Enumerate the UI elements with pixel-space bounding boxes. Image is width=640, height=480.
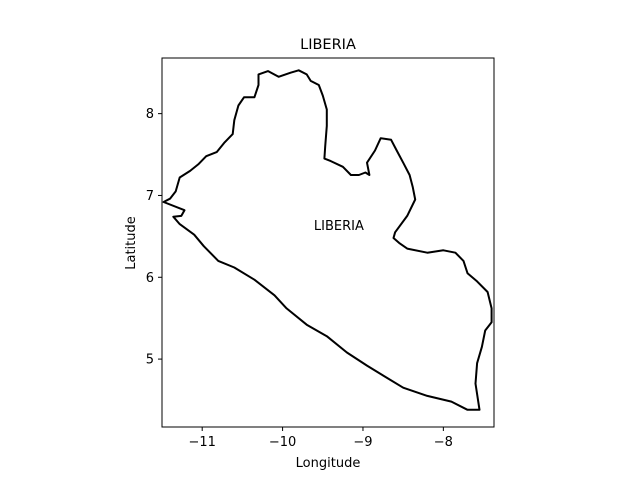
y-axis: 5 6 7 8 [146,107,162,368]
x-axis: −11 −10 −9 −8 [188,427,453,450]
y-axis-label: Latitude [124,216,139,270]
x-tick-label: −8 [434,435,453,450]
y-tick-label: 7 [146,189,154,204]
x-tick-label: −10 [269,435,296,450]
x-tick-label: −9 [353,435,372,450]
country-border [162,69,493,411]
x-tick-label: −11 [188,435,215,450]
x-axis-label: Longitude [296,456,361,471]
y-tick-label: 8 [146,107,154,122]
y-tick-label: 5 [146,353,154,368]
country-label: LIBERIA [314,219,364,234]
y-tick-label: 6 [146,271,154,286]
plot-area [161,57,495,428]
axes-frame [161,57,495,428]
chart-title: LIBERIA [300,37,356,53]
